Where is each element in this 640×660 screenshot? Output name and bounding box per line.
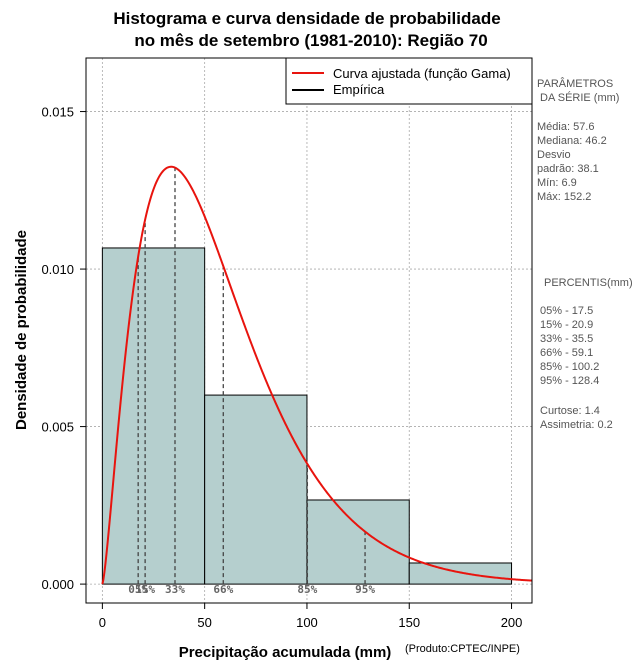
axis-ticks: 0 50 100 150 200 0.000 0.005 0.010 0.015 <box>41 105 522 630</box>
param-min: Mín: 6.9 <box>537 177 577 189</box>
percentile-05: 05% - 17.5 <box>540 305 593 317</box>
legend-box <box>285 57 533 105</box>
y-axis-label: Densidade de probabilidade <box>13 230 30 430</box>
legend-label-empirical: Empírica <box>333 82 385 97</box>
percentile-95: 95% - 128.4 <box>540 375 599 387</box>
y-tick-label-1: 0.005 <box>41 420 74 435</box>
histogram-bar-0 <box>101 247 206 585</box>
percentile-labels: 05%15% 33% 66% 85% 95% <box>128 583 375 596</box>
param-stddev-label: Desvio <box>537 149 571 161</box>
fitted-curve-layer <box>101 165 533 585</box>
percentile-label-4: 85% <box>297 583 317 596</box>
param-mean: Média: 57.6 <box>537 121 594 133</box>
legend: Curva ajustada (função Gama) Empírica <box>285 57 533 105</box>
histogram-bar-1 <box>204 394 308 585</box>
percentile-label-1: 15% <box>135 583 155 596</box>
params-title-line-2: DA SÉRIE (mm) <box>540 91 619 104</box>
histogram-bar-3 <box>408 562 513 585</box>
x-tick-label-2: 100 <box>296 615 318 630</box>
params-title-line-1: PARÂMETROS <box>537 77 613 90</box>
param-stddev-value: padrão: 38.1 <box>537 163 599 175</box>
chart-title-line-2: no mês de setembro (1981-2010): Região 7… <box>134 31 487 50</box>
y-tick-label-0: 0.000 <box>41 577 74 592</box>
histogram-bar-2 <box>306 499 410 585</box>
x-tick-label-0: 0 <box>99 615 106 630</box>
product-credit: (Produto:CPTEC/INPE) <box>405 643 520 655</box>
x-axis-label: Precipitação acumulada (mm) <box>179 644 392 660</box>
y-tick-label-2: 0.010 <box>41 262 74 277</box>
percentile-33: 33% - 35.5 <box>540 333 593 345</box>
statistics-panel: PARÂMETROS DA SÉRIE (mm) Média: 57.6 Med… <box>537 77 633 431</box>
x-tick-label-1: 50 <box>197 615 211 630</box>
percentiles-title: PERCENTIS(mm) <box>544 277 633 289</box>
stat-skewness: Assimetria: 0.2 <box>540 419 613 431</box>
chart-title-line-1: Histograma e curva densidade de probabil… <box>113 9 500 28</box>
param-max: Máx: 152.2 <box>537 191 591 203</box>
param-median: Mediana: 46.2 <box>537 135 607 147</box>
percentile-label-3: 66% <box>213 583 233 596</box>
percentile-66: 66% - 59.1 <box>540 347 593 359</box>
percentile-label-0: 05% <box>128 583 148 596</box>
x-tick-label-3: 150 <box>398 615 420 630</box>
percentile-label-5: 95% <box>355 583 375 596</box>
percentile-15: 15% - 20.9 <box>540 319 593 331</box>
percentile-lines <box>137 167 366 585</box>
legend-label-fitted: Curva ajustada (função Gama) <box>333 66 511 81</box>
percentile-85: 85% - 100.2 <box>540 361 599 373</box>
y-tick-label-3: 0.015 <box>41 105 74 120</box>
x-tick-label-4: 200 <box>501 615 523 630</box>
fitted-gamma-curve <box>101 165 533 585</box>
stat-kurtosis: Curtose: 1.4 <box>540 405 600 417</box>
percentile-label-2: 33% <box>165 583 185 596</box>
